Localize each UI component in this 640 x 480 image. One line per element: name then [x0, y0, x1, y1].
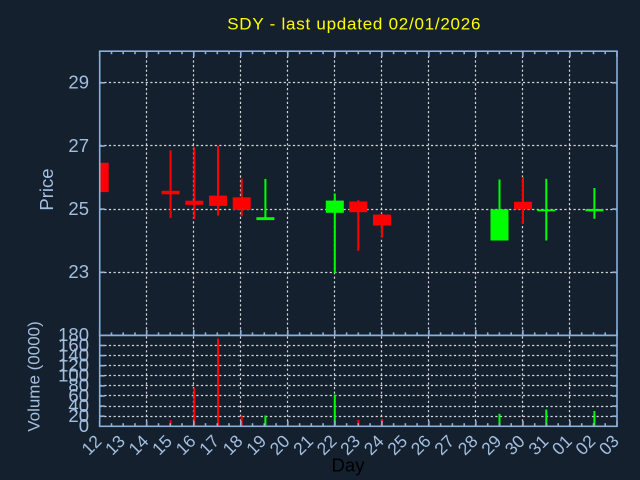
svg-text:180: 180 — [58, 324, 89, 345]
svg-text:40: 40 — [68, 395, 89, 416]
svg-text:27: 27 — [68, 135, 89, 156]
svg-text:140: 140 — [58, 344, 89, 365]
svg-text:Price: Price — [36, 168, 57, 210]
svg-text:Day: Day — [332, 455, 366, 476]
svg-text:60: 60 — [68, 385, 89, 406]
svg-text:23: 23 — [68, 261, 89, 282]
svg-text:0: 0 — [79, 415, 89, 436]
svg-text:SDY - last updated 02/01/2026: SDY - last updated 02/01/2026 — [227, 15, 481, 34]
svg-text:120: 120 — [58, 355, 89, 376]
svg-text:Volume (0000): Volume (0000) — [25, 321, 44, 432]
svg-text:160: 160 — [58, 334, 89, 355]
svg-text:29: 29 — [68, 72, 89, 93]
svg-text:100: 100 — [58, 365, 89, 386]
svg-text:80: 80 — [68, 375, 89, 396]
svg-text:20: 20 — [68, 405, 89, 426]
svg-text:25: 25 — [68, 198, 89, 219]
